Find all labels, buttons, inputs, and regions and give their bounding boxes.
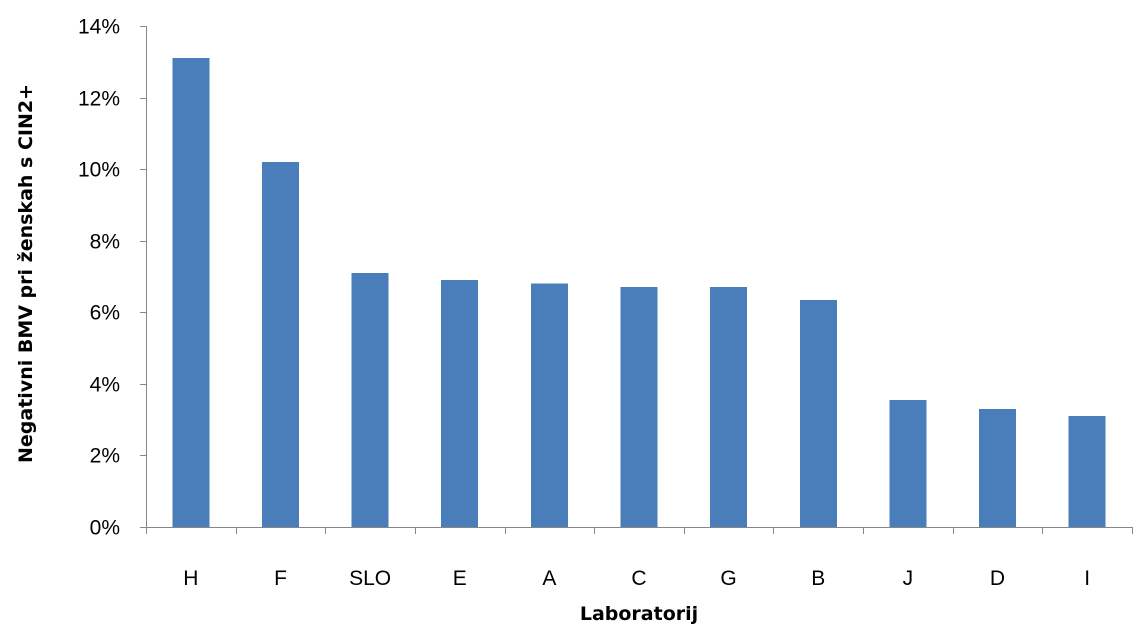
x-tick-label: A	[542, 567, 556, 590]
x-axis-ticks: H F SLO E A C G B J D I	[146, 527, 1133, 590]
y-tick-label: 0%	[90, 517, 120, 540]
x-tick-label: E	[453, 567, 467, 590]
bar-slo	[351, 272, 389, 527]
x-tick-label: H	[183, 567, 198, 590]
y-tick-label: 10%	[78, 159, 120, 182]
bar-f	[262, 162, 299, 527]
y-tick-label: 14%	[78, 16, 120, 39]
x-tick-label: SLO	[349, 567, 391, 590]
axes	[146, 26, 1132, 528]
y-tick-label: 2%	[90, 445, 120, 468]
y-tick-label: 6%	[90, 302, 120, 325]
x-tick-label: D	[990, 567, 1005, 590]
y-tick-label: 4%	[90, 374, 120, 397]
bar-a	[530, 283, 568, 527]
bar-i	[1068, 416, 1106, 527]
y-tick-label: 12%	[78, 88, 120, 111]
bar-j	[889, 400, 927, 527]
x-tick-label: C	[631, 567, 646, 590]
bar-b	[799, 299, 837, 527]
x-tick-label: I	[1084, 567, 1090, 590]
x-tick-label: G	[720, 567, 736, 590]
bar-h	[172, 58, 210, 527]
y-tick-label: 8%	[90, 231, 120, 254]
bars	[172, 58, 1106, 527]
x-tick-label: B	[811, 567, 825, 590]
y-axis-ticks: 0% 2% 4% 6% 8% 10% 12% 14%	[78, 16, 146, 540]
y-axis-title: Negativni BMV pri ženskah s CIN2+	[15, 84, 37, 463]
bar-e	[441, 280, 479, 527]
bar-g	[710, 287, 748, 527]
bar-c	[620, 287, 658, 527]
x-axis-title: Laboratorij	[580, 603, 698, 625]
bar-d	[979, 408, 1016, 527]
x-tick-label: F	[274, 567, 287, 590]
x-tick-label: J	[903, 567, 914, 590]
